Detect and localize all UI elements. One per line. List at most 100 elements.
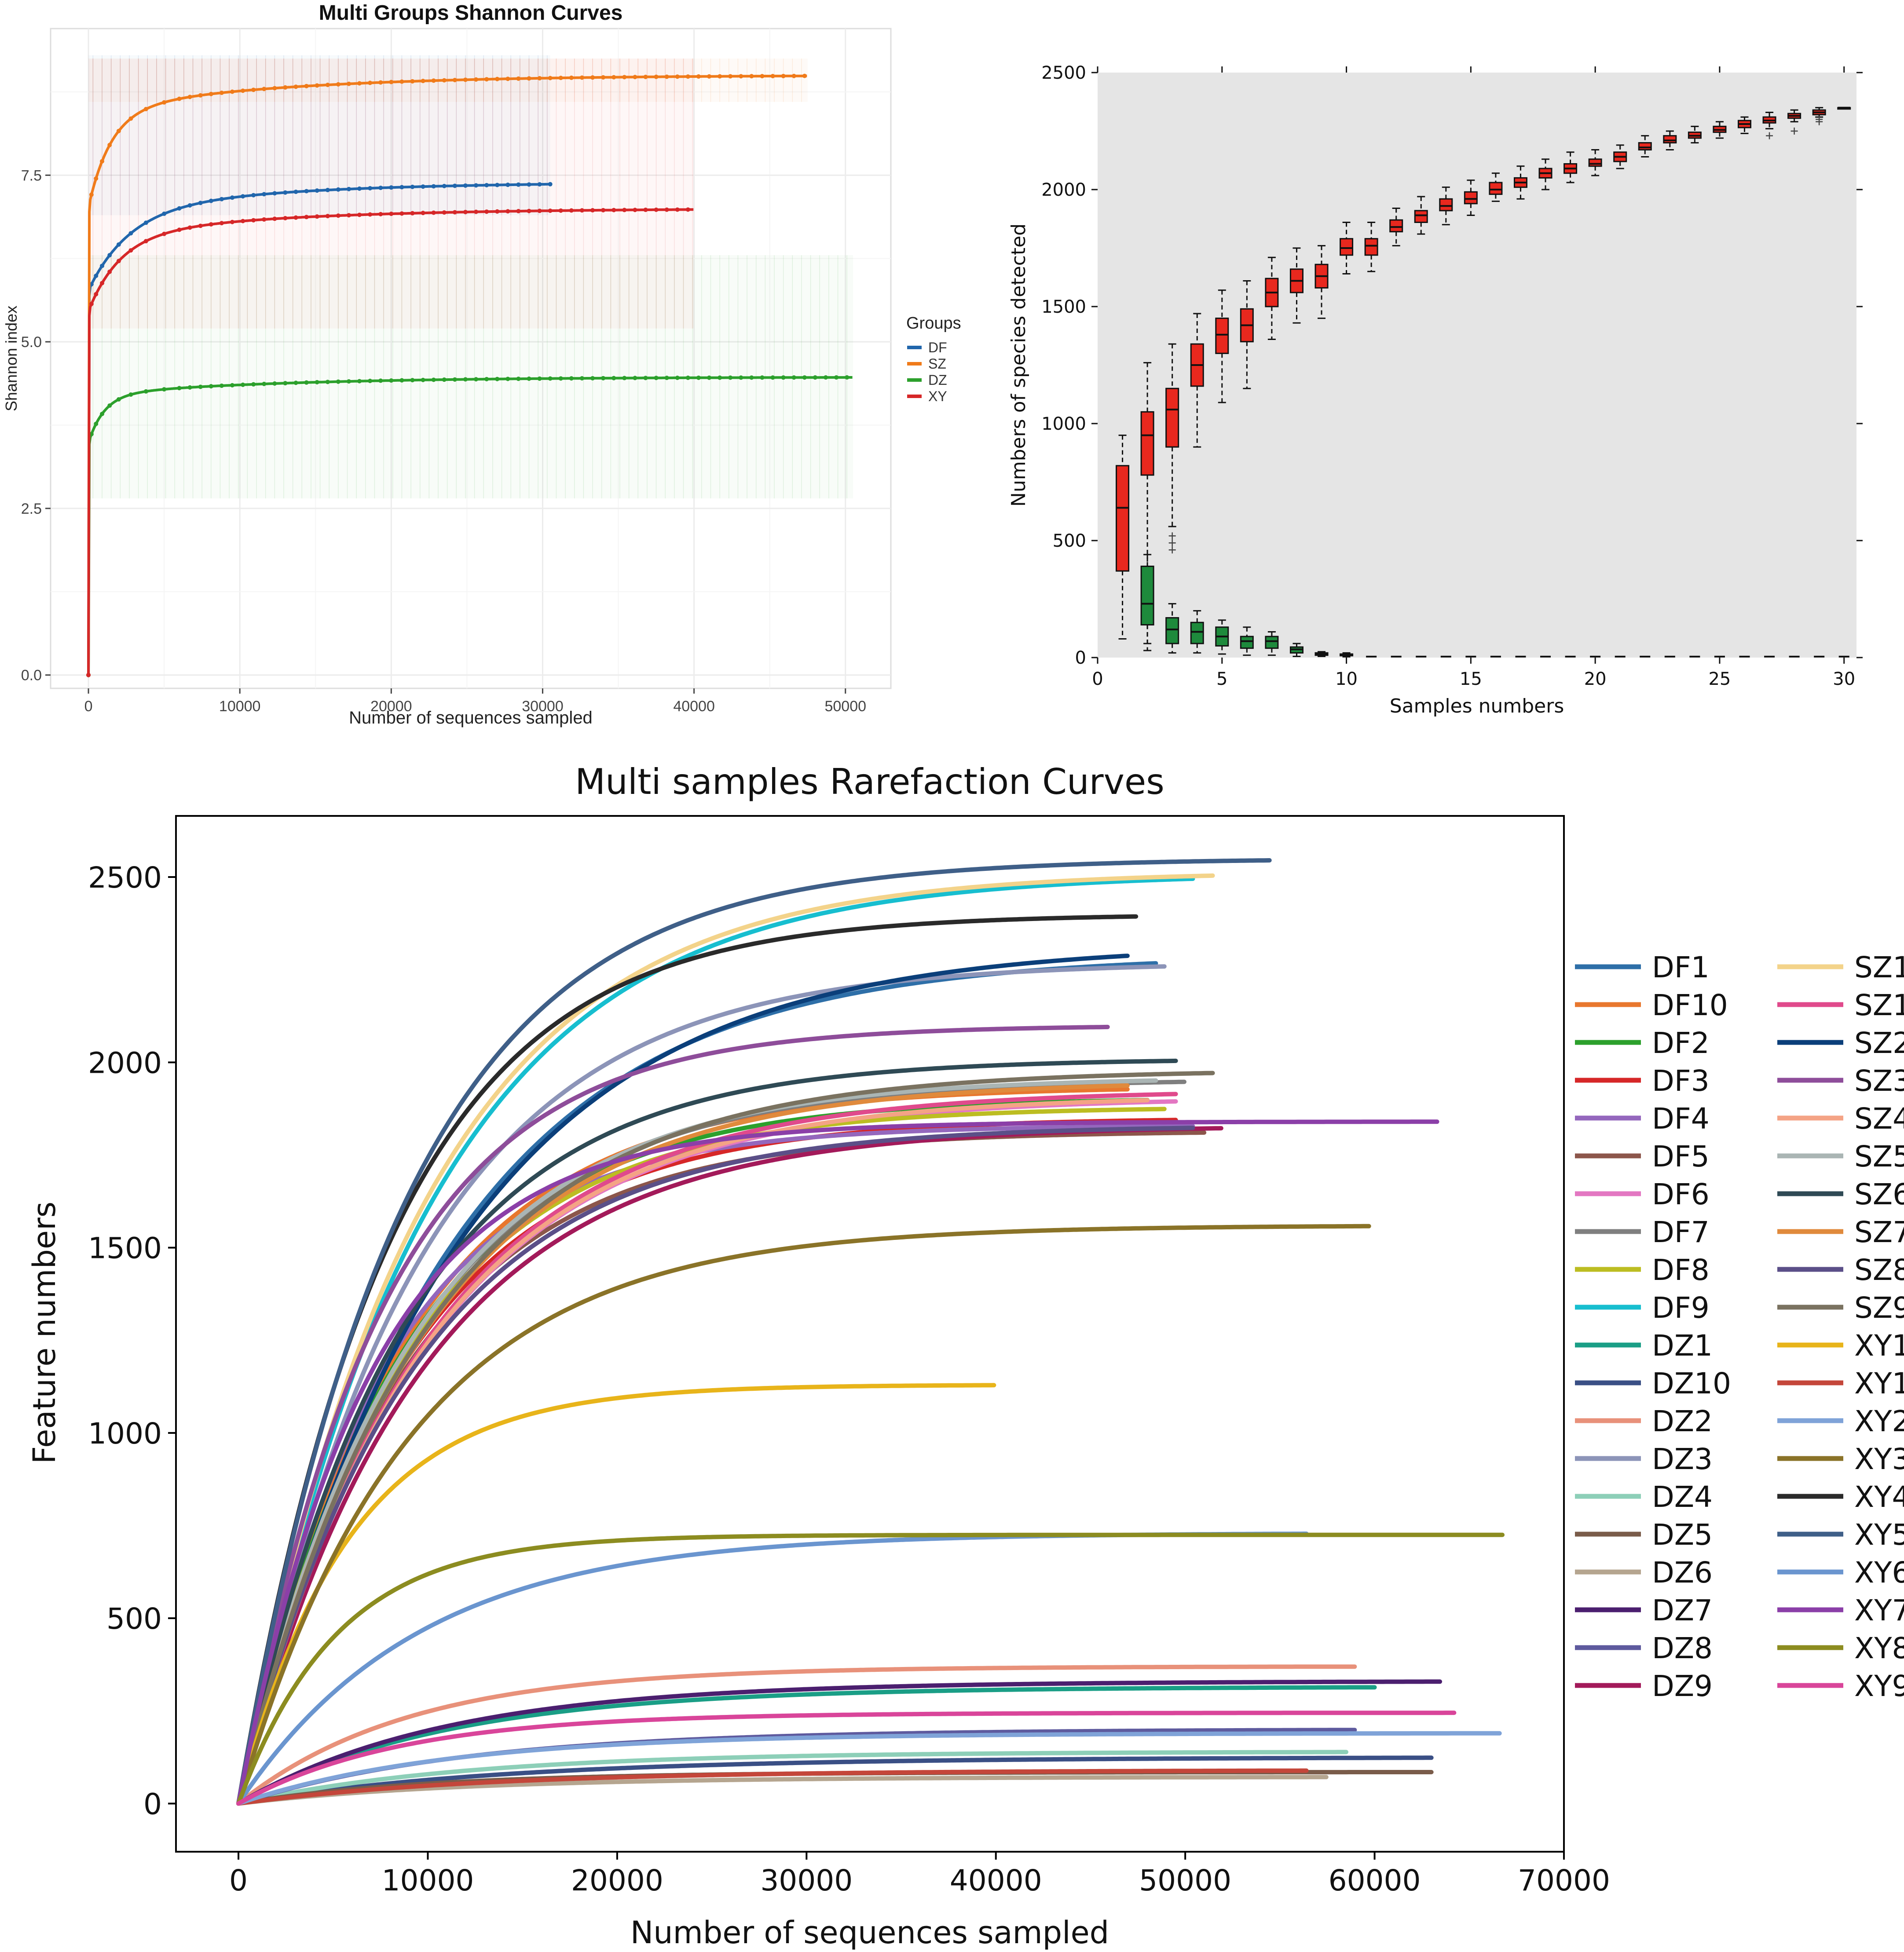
shannon-point: [86, 673, 91, 677]
rarefaction-legend-label: DZ7: [1652, 1594, 1713, 1627]
rarefaction-legend-label: DF4: [1652, 1102, 1710, 1136]
rarefaction-legend-label: DF7: [1652, 1215, 1710, 1249]
species-box-pan: [1538, 158, 1552, 190]
shannon-y-label: Shannon index: [2, 306, 20, 411]
species-y-tick-label: 1000: [1041, 414, 1086, 434]
species-y-tick-label: 2000: [1041, 180, 1086, 200]
rarefaction-chart: 0 10000 20000 30000 40000 50000 60000 70000 0 500…: [26, 761, 1904, 1951]
shannon-point: [664, 74, 669, 79]
species-box-pan: [1787, 109, 1801, 135]
shannon-point: [654, 376, 659, 380]
rarefaction-x-tick-label: 60000: [1329, 1864, 1421, 1897]
shannon-point: [410, 79, 415, 84]
shannon-point: [791, 375, 796, 380]
shannon-point: [834, 375, 839, 380]
rarefaction-y-tick-label: 500: [106, 1602, 162, 1636]
rarefaction-x-tick-label: 70000: [1518, 1864, 1610, 1897]
shannon-point: [143, 239, 148, 244]
shannon-point: [505, 77, 510, 81]
species-box-core: [1165, 603, 1179, 654]
shannon-y-tick-label: 2.5: [21, 501, 42, 517]
shannon-point: [336, 379, 341, 384]
species-x-label: Samples numbers: [1390, 695, 1564, 717]
species-box-pan: [1140, 362, 1154, 644]
rarefaction-line-dz4: [236, 1750, 1348, 1806]
shannon-markers-sz: [86, 73, 807, 677]
shannon-point: [516, 209, 521, 214]
rarefaction-legend: DF1 DF10 DF2 DF3 DF4 DF5 DF6 DF7 DF8 DF9 DZ1 DZ10 DZ…: [1575, 950, 1904, 1703]
species-box-pan: [1837, 106, 1851, 110]
shannon-point: [824, 375, 828, 380]
rarefaction-title: Multi samples Rarefaction Curves: [575, 761, 1164, 802]
species-x-tick-label: 30: [1833, 669, 1855, 689]
shannon-point: [357, 186, 362, 191]
shannon-point: [293, 380, 298, 385]
shannon-point: [368, 212, 373, 217]
rarefaction-legend-label: SZ4: [1854, 1102, 1904, 1136]
shannon-point: [94, 421, 99, 426]
shannon-point: [315, 214, 319, 219]
shannon-point: [685, 74, 690, 79]
shannon-point: [760, 375, 765, 380]
shannon-point: [527, 208, 531, 213]
shannon-chart: 0 10000 20000 30000 40000 50000 0.0 2.5 5.0 7.5 M…: [2, 1, 961, 727]
shannon-point: [463, 183, 468, 188]
shannon-legend-title: Groups: [906, 314, 961, 333]
shannon-point: [548, 208, 553, 213]
shannon-point: [389, 378, 394, 383]
shannon-point: [664, 207, 669, 212]
shannon-point: [770, 375, 775, 380]
species-y-tick-label: 1500: [1041, 297, 1086, 317]
shannon-point: [89, 301, 94, 306]
species-y-tick-label: 500: [1053, 531, 1086, 551]
species-boxes: [1116, 106, 1851, 658]
shannon-point: [241, 88, 245, 93]
rarefaction-legend-label: SZ1: [1854, 950, 1904, 984]
rarefaction-line-xy4: [236, 914, 1139, 1806]
shannon-point: [579, 376, 584, 381]
shannon-point: [675, 207, 680, 212]
shannon-x-tick-label: 20000: [370, 698, 412, 715]
shannon-point: [601, 208, 606, 212]
shannon-point: [346, 186, 351, 191]
rarefaction-line-dz6: [236, 1775, 1329, 1806]
rarefaction-x-tick-label: 10000: [381, 1864, 474, 1897]
rarefaction-legend-label: SZ5: [1854, 1140, 1904, 1173]
rarefaction-y-tick-label: 2500: [88, 861, 162, 895]
shannon-point: [452, 377, 457, 382]
shannon-point: [664, 376, 669, 380]
species-box-pan: [1314, 245, 1329, 319]
shannon-point: [143, 106, 148, 111]
shannon-point: [304, 380, 309, 385]
shannon-point: [696, 74, 701, 79]
shannon-point: [187, 385, 192, 390]
shannon-line-dz: [87, 376, 853, 675]
rarefaction-y-tick-label: 0: [143, 1787, 162, 1821]
species-box-pan: [1762, 111, 1776, 139]
shannon-point: [177, 227, 182, 232]
shannon-point: [368, 80, 373, 85]
shannon-point: [162, 231, 167, 236]
species-box-pan: [1340, 221, 1354, 275]
species-box-pan: [1190, 313, 1204, 448]
shannon-point: [283, 85, 288, 90]
species-box-core: [1215, 619, 1229, 655]
shannon-point: [728, 74, 733, 79]
shannon-point: [527, 377, 531, 381]
shannon-point: [293, 84, 298, 89]
shannon-point: [251, 382, 256, 387]
shannon-point: [431, 377, 436, 382]
shannon-point: [537, 182, 542, 187]
shannon-point: [304, 189, 309, 194]
species-box-pan: [1812, 107, 1826, 125]
shannon-point: [601, 376, 606, 380]
shannon-point: [304, 84, 309, 88]
shannon-point: [421, 184, 425, 189]
rarefaction-legend-label: DZ6: [1652, 1556, 1713, 1590]
rarefaction-line-xy9: [236, 1711, 1457, 1806]
species-box-pan: [1265, 256, 1279, 340]
shannon-point: [128, 248, 133, 253]
shannon-point: [760, 74, 765, 79]
shannon-point: [107, 403, 112, 408]
